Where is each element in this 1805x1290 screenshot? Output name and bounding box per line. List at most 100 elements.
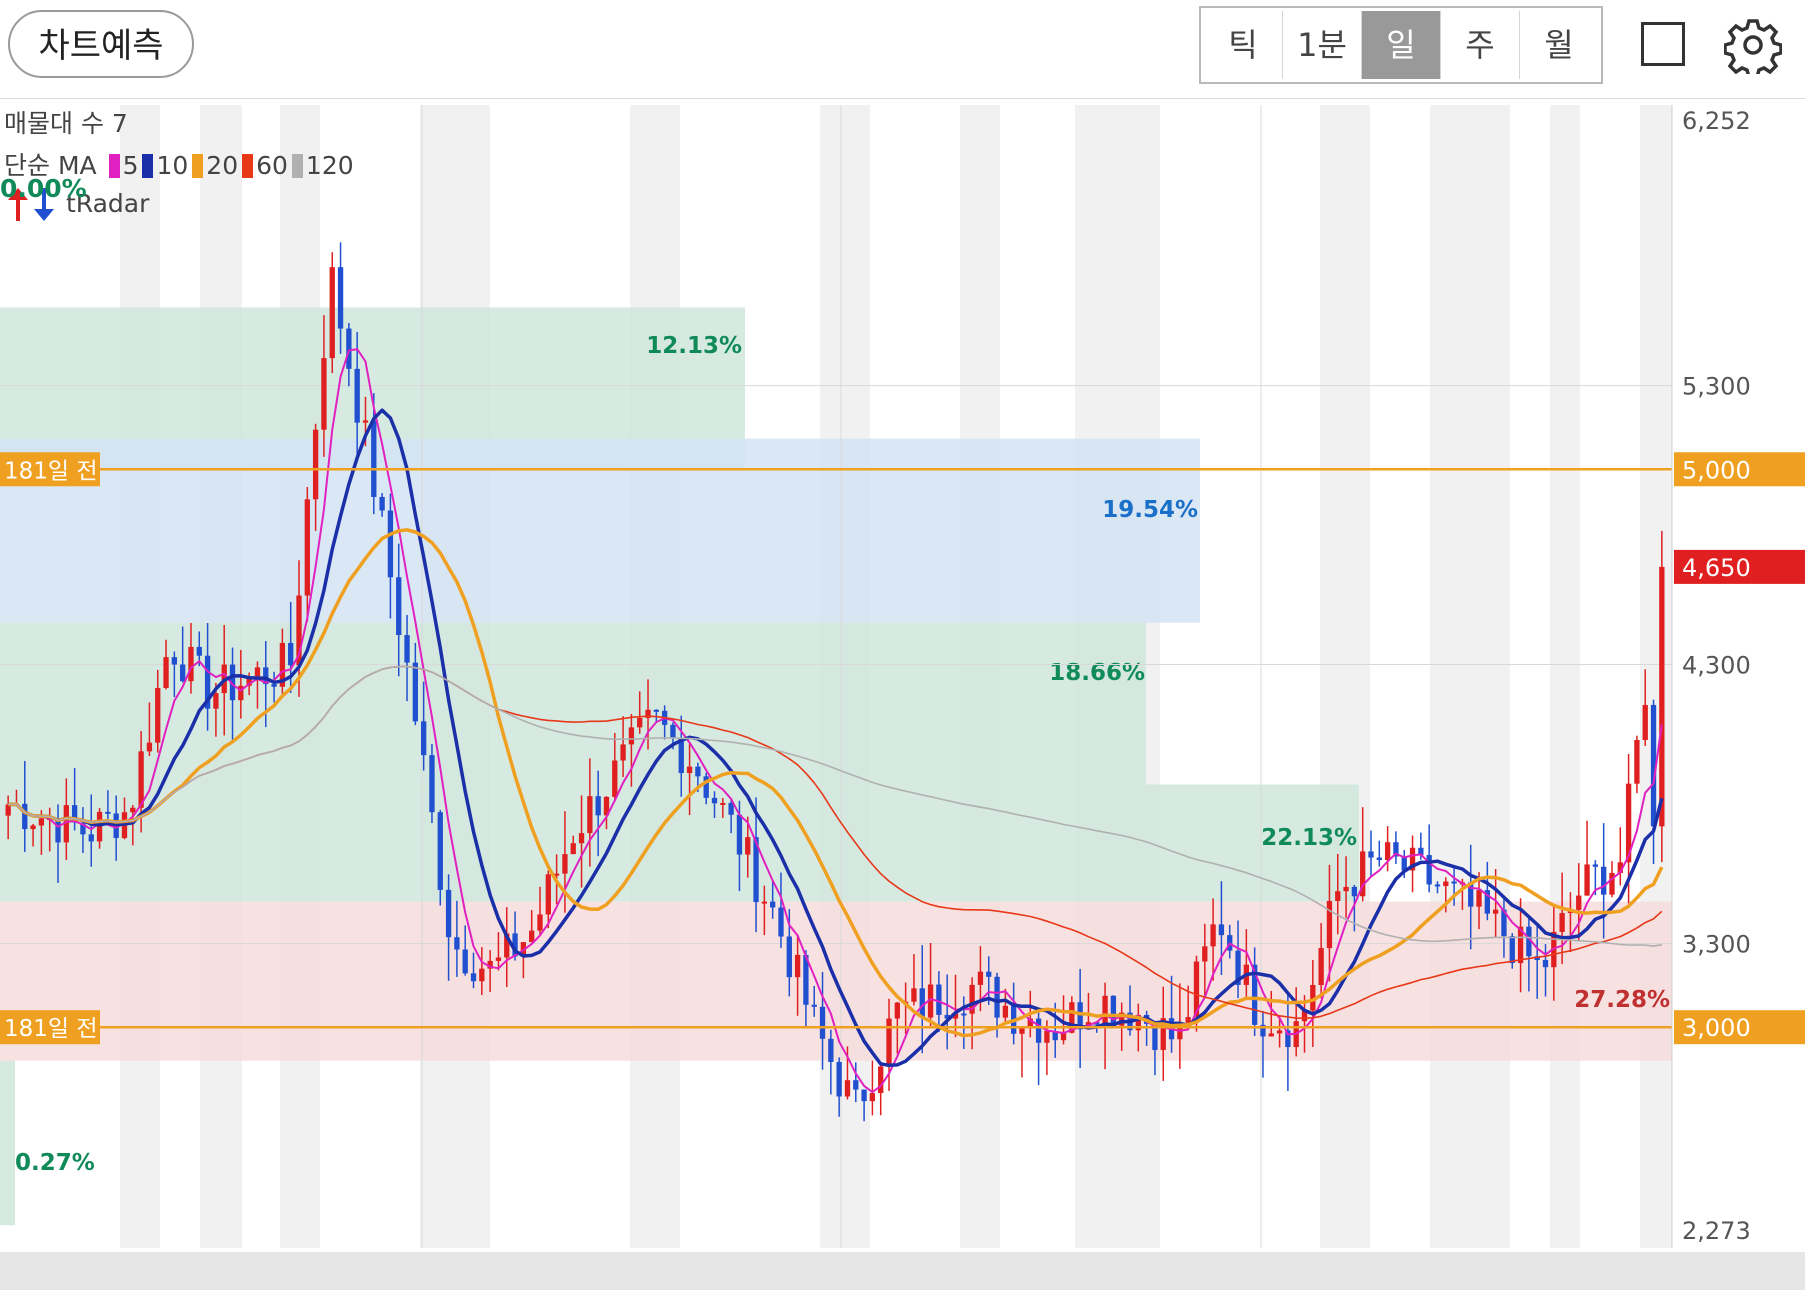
candle-body bbox=[321, 358, 327, 430]
top-toolbar: 차트예측 틱 1분 일 주 월 bbox=[0, 0, 1805, 99]
candle-body bbox=[387, 510, 394, 578]
candle-body bbox=[495, 957, 502, 961]
candle-body bbox=[811, 1004, 817, 1007]
reference-tag bbox=[0, 1010, 100, 1045]
candle-body bbox=[1534, 956, 1540, 960]
candle-body bbox=[263, 667, 269, 685]
bg-stripe bbox=[1320, 105, 1370, 1248]
candle-body bbox=[537, 914, 543, 931]
candle-body bbox=[279, 642, 286, 687]
candle-body bbox=[1268, 1033, 1274, 1037]
reference-label: 181일 전 bbox=[4, 458, 98, 484]
candle-body bbox=[944, 1014, 950, 1019]
candle-body bbox=[1160, 1018, 1166, 1050]
ma-swatch-10 bbox=[142, 154, 154, 178]
candle-body bbox=[994, 976, 1000, 1018]
candle-body bbox=[1492, 909, 1499, 914]
candle-body bbox=[1077, 1002, 1083, 1030]
candle-body bbox=[803, 954, 809, 1005]
bg-stripe bbox=[1430, 105, 1510, 1248]
candle-body bbox=[1509, 936, 1515, 964]
volume-band-pct: 12.13% bbox=[646, 333, 742, 359]
period-tick-button[interactable]: 틱 bbox=[1204, 11, 1283, 79]
candle-body bbox=[454, 937, 460, 950]
candle-body bbox=[595, 796, 601, 816]
candle-body bbox=[969, 984, 975, 1014]
tradar-legend: 0.00% tRadar bbox=[0, 174, 150, 222]
candle-body bbox=[55, 818, 61, 843]
candle-body bbox=[745, 837, 751, 855]
period-1min-button[interactable]: 1분 bbox=[1283, 11, 1362, 79]
candle-body bbox=[229, 664, 236, 701]
bg-stripe bbox=[1550, 105, 1580, 1248]
chart-predict-button[interactable]: 차트예측 bbox=[8, 10, 194, 78]
candle-body bbox=[819, 1006, 826, 1039]
candle-body bbox=[204, 655, 211, 709]
candle-body bbox=[1119, 1012, 1125, 1026]
candle-body bbox=[437, 812, 443, 890]
candle-body bbox=[1368, 851, 1374, 858]
gear-icon[interactable] bbox=[1724, 16, 1782, 74]
candle-body bbox=[1310, 984, 1316, 1011]
candle-body bbox=[146, 742, 153, 752]
candle-body bbox=[22, 803, 28, 830]
candle-body bbox=[529, 930, 535, 943]
y-tick-label: 6,252 bbox=[1682, 107, 1751, 135]
candle-body bbox=[1443, 881, 1449, 887]
candle-body bbox=[1409, 847, 1416, 871]
ma-line-120 bbox=[8, 665, 1662, 947]
ma-swatch-5 bbox=[108, 154, 120, 178]
candle-body bbox=[778, 907, 784, 937]
tradar-arrows-icon bbox=[8, 188, 54, 221]
candle-body bbox=[1218, 924, 1225, 936]
volume-band-pct: 19.54% bbox=[1102, 497, 1198, 523]
candle-body bbox=[1301, 1010, 1308, 1022]
candle-body bbox=[1276, 1030, 1283, 1034]
candle-body bbox=[695, 766, 701, 777]
candle-body bbox=[1601, 866, 1607, 895]
candle-body bbox=[952, 1013, 959, 1019]
candle-body bbox=[420, 721, 427, 756]
candle-body bbox=[1019, 1026, 1025, 1034]
reference-price-tag bbox=[1674, 452, 1805, 487]
candle-body bbox=[88, 834, 94, 842]
candle-body bbox=[570, 843, 576, 855]
volume-band bbox=[0, 784, 1359, 902]
candle-body bbox=[1193, 961, 1200, 1018]
candle-body bbox=[138, 751, 144, 808]
candle-body bbox=[736, 814, 743, 855]
period-month-button[interactable]: 월 bbox=[1544, 26, 1574, 64]
candle-body bbox=[445, 889, 452, 938]
ma-period-120: 120 bbox=[305, 151, 354, 180]
candle-body bbox=[637, 717, 643, 728]
candle-body bbox=[1625, 783, 1632, 863]
candle-body bbox=[1052, 1031, 1058, 1041]
candle-body bbox=[346, 328, 352, 369]
candle-body bbox=[1152, 1023, 1158, 1050]
price-chart[interactable]: 12.13% 19.54% 18.66% 22.13% 27.28% 0.27% 181일 … bbox=[0, 98, 1805, 1252]
period-day-button[interactable]: 일 bbox=[1362, 11, 1441, 79]
square-icon[interactable] bbox=[1641, 22, 1685, 66]
candle-body bbox=[337, 267, 344, 329]
candle-body bbox=[1484, 890, 1490, 914]
candle-body bbox=[155, 687, 161, 743]
volume-band bbox=[0, 1060, 15, 1226]
candle-body bbox=[5, 804, 11, 816]
candle-body bbox=[238, 685, 244, 701]
candle-body bbox=[844, 1080, 851, 1097]
candle-body bbox=[71, 805, 78, 823]
candle-body bbox=[1185, 1017, 1191, 1023]
candle-body bbox=[213, 693, 219, 709]
ma-line-20 bbox=[8, 528, 1664, 1038]
candle-body bbox=[1642, 704, 1648, 740]
volume-band-pct: 27.28% bbox=[1574, 987, 1670, 1013]
candle-body bbox=[1659, 566, 1665, 827]
candle-body bbox=[761, 901, 768, 904]
period-week-button[interactable]: 주 bbox=[1441, 11, 1520, 79]
volume-band-pct: 22.13% bbox=[1261, 825, 1357, 851]
candle-body bbox=[304, 499, 310, 596]
candle-body bbox=[1110, 995, 1117, 1026]
candle-body bbox=[1135, 1014, 1141, 1031]
tradar-label: tRadar bbox=[65, 189, 150, 218]
candle-body bbox=[312, 429, 319, 500]
